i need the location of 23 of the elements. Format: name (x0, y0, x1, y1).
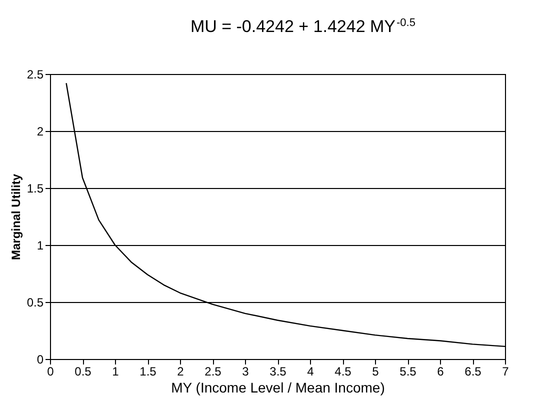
x-tick-label: 7 (502, 364, 510, 378)
y-tick-label: 0.5 (26, 296, 44, 310)
x-tick-label: 5.5 (400, 364, 417, 378)
x-tick-label: 3 (242, 364, 250, 378)
y-tick-label: 2.5 (26, 68, 44, 82)
y-tick-label: 1 (36, 238, 44, 252)
x-tick-label: 5 (372, 364, 380, 378)
x-tick-label: 2 (177, 364, 184, 378)
y-axis-title: Marginal Utility (8, 174, 23, 260)
x-tick-label: 4.5 (334, 364, 352, 378)
y-tick-label: 1.5 (26, 182, 44, 196)
x-tick-label: 3.5 (270, 364, 287, 378)
x-tick-label: 0 (47, 364, 54, 378)
y-tick-label: 2 (36, 124, 44, 138)
x-tick-label: 2.5 (204, 364, 222, 378)
x-tick-label: 6 (437, 364, 444, 378)
x-tick-label: 1 (112, 364, 120, 378)
y-tick-label: 0 (36, 352, 44, 366)
x-tick-label: 0.5 (74, 364, 92, 378)
x-tick-label: 1.5 (140, 364, 157, 378)
x-tick-label: 4 (307, 364, 314, 378)
x-tick-label: 6.5 (464, 364, 482, 378)
x-axis-title: MY (Income Level / Mean Income) (171, 380, 385, 396)
